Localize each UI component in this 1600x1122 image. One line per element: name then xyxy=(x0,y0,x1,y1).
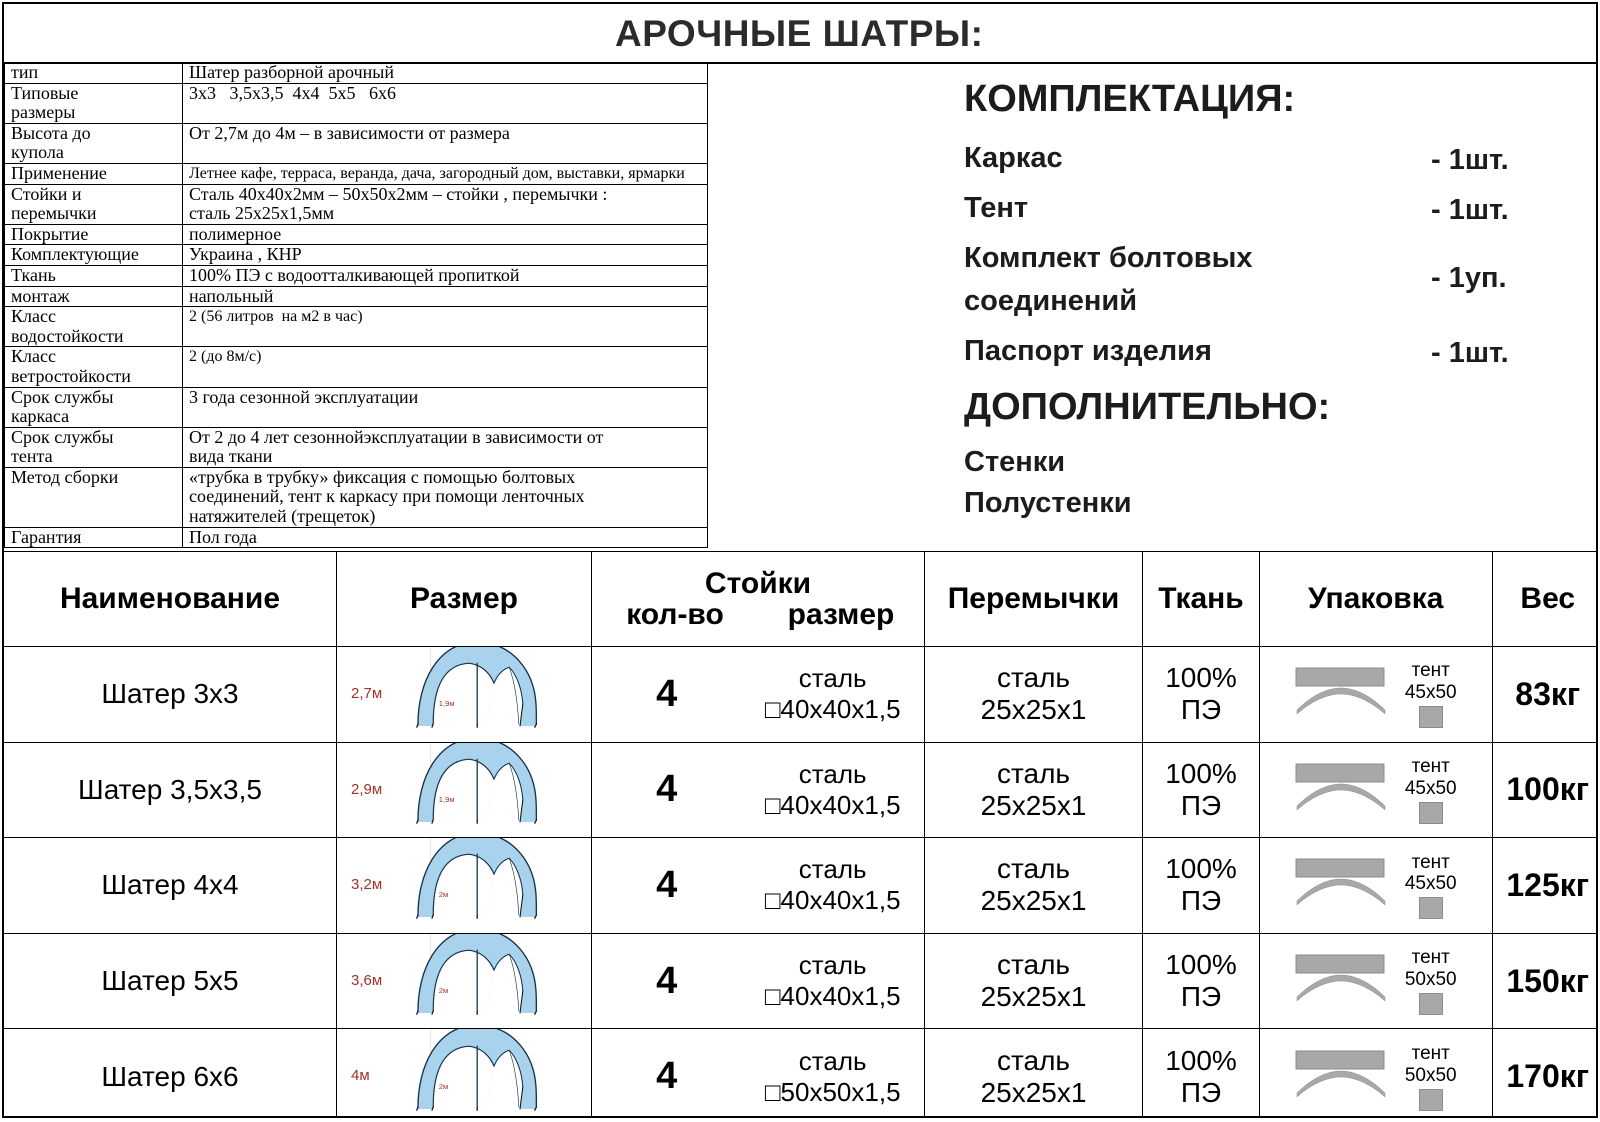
svg-text:1,9м: 1,9м xyxy=(439,795,455,804)
svg-text:2м: 2м xyxy=(439,890,448,899)
svg-text:1,9м: 1,9м xyxy=(439,699,455,708)
svg-text:2м: 2м xyxy=(439,1082,448,1091)
svg-text:2м: 2м xyxy=(439,986,448,995)
